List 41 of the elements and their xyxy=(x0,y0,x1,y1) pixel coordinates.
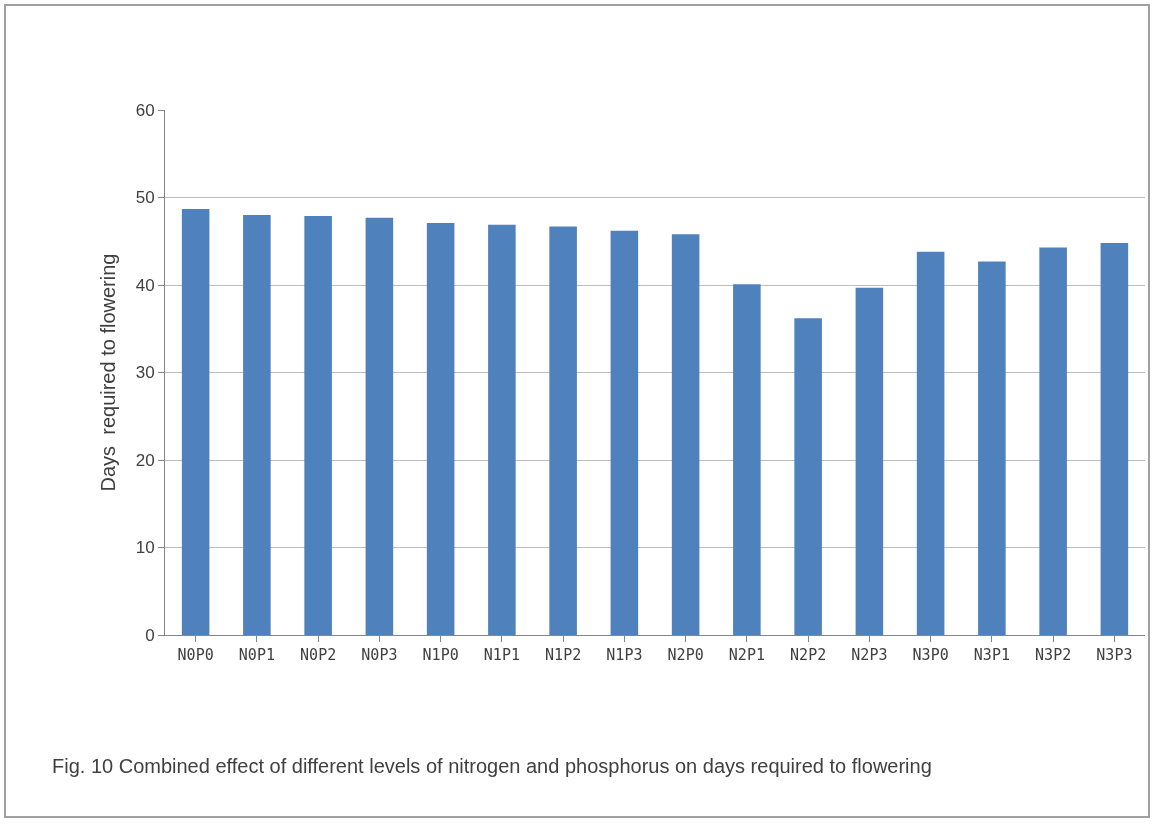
bar xyxy=(671,234,700,635)
x-tick-label: N3P0 xyxy=(912,646,949,664)
y-tick-label: 30 xyxy=(135,363,155,383)
bar xyxy=(794,318,822,635)
x-tick-label: N1P0 xyxy=(422,646,459,664)
x-tick-label: N3P2 xyxy=(1035,646,1072,664)
bar xyxy=(365,217,394,635)
y-tick-label: 10 xyxy=(135,538,155,558)
bar xyxy=(855,287,884,635)
y-tick-label: 20 xyxy=(135,450,155,470)
x-tick-label: N3P3 xyxy=(1096,646,1133,664)
bar xyxy=(1039,247,1067,635)
x-tick-label: N1P3 xyxy=(606,646,643,664)
bar xyxy=(610,230,639,635)
bar xyxy=(549,226,577,635)
y-tick-label: 0 xyxy=(145,625,155,645)
bar xyxy=(426,222,455,635)
bar xyxy=(181,208,210,635)
x-tick-label: N1P2 xyxy=(545,646,582,664)
bar xyxy=(916,251,945,635)
y-tick-label: 40 xyxy=(135,275,155,295)
bar xyxy=(733,284,761,635)
bar xyxy=(488,224,516,635)
x-tick-label: N2P0 xyxy=(667,646,704,664)
x-tick-label: N2P3 xyxy=(851,646,888,664)
bar xyxy=(978,261,1006,635)
y-axis-title: Days required to flowering xyxy=(97,253,120,492)
x-tick-label: N2P1 xyxy=(728,646,765,664)
x-tick-label: N0P0 xyxy=(177,646,214,664)
bar xyxy=(304,215,332,635)
x-tick-label: N0P3 xyxy=(361,646,398,664)
y-tick-label: 50 xyxy=(135,188,155,208)
x-tick-label: N3P1 xyxy=(973,646,1010,664)
x-tick-label: N0P2 xyxy=(300,646,337,664)
caption: Fig. 10 Combined effect of different levels of nitrogen and phosphorus on days required to flowering xyxy=(52,754,933,779)
bar xyxy=(243,215,271,635)
x-tick-label: N0P1 xyxy=(238,646,275,664)
x-tick-label: N1P1 xyxy=(483,646,520,664)
bar xyxy=(1100,243,1129,635)
x-tick-label: N2P2 xyxy=(790,646,827,664)
y-tick-label: 60 xyxy=(135,100,155,120)
